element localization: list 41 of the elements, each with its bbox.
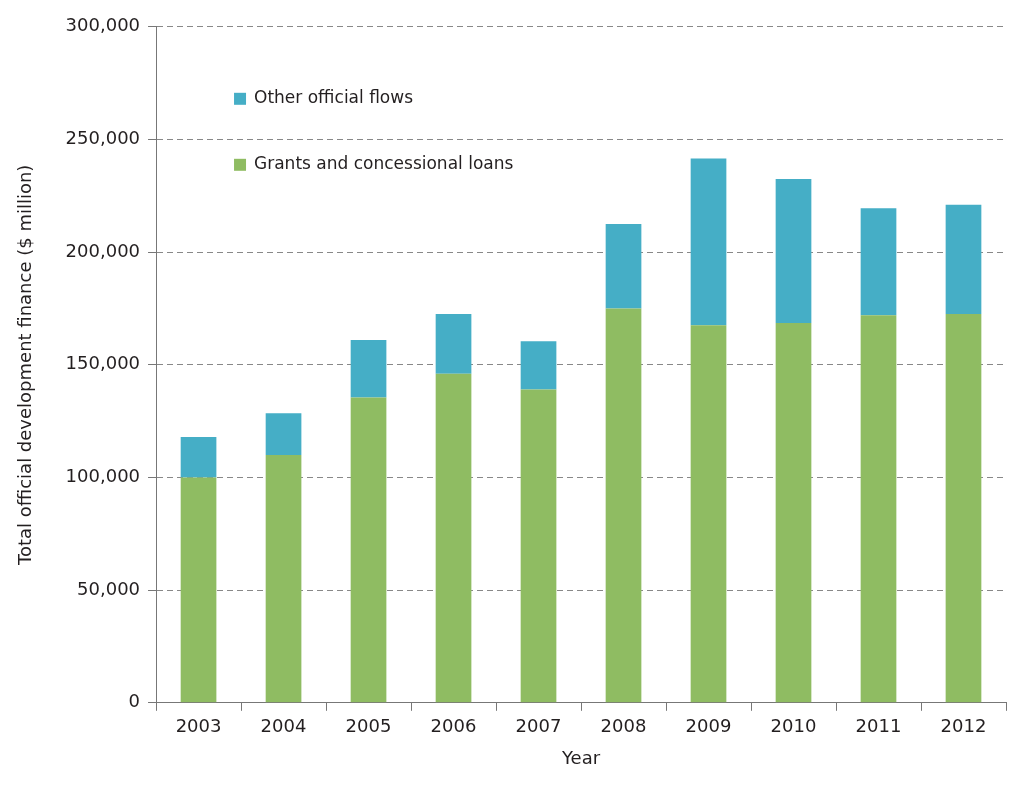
bar: [605, 223, 642, 309]
bar: [690, 158, 727, 326]
bar: [350, 397, 387, 703]
x-tick-label: 2005: [345, 715, 392, 737]
x-tick-label: 2007: [515, 715, 562, 737]
bar: [265, 454, 302, 703]
y-tick-label: 300,000: [65, 14, 141, 36]
bar: [775, 178, 812, 324]
bar: [435, 314, 472, 374]
y-tick-label: 50,000: [77, 577, 141, 599]
x-tick-label: 2004: [260, 715, 307, 737]
bar: [860, 315, 897, 703]
bar: [520, 389, 557, 703]
bar: [945, 204, 982, 315]
x-tick-label: 2011: [855, 715, 902, 737]
bar: [265, 413, 302, 455]
x-tick-label: 2006: [430, 715, 477, 737]
bar: [860, 208, 897, 316]
y-axis-title: Total official development finance ($ million): [14, 164, 36, 566]
bar: [435, 373, 472, 703]
bar: [180, 477, 217, 703]
x-tick-label: 2012: [940, 715, 987, 737]
legend-label: Grants and concessional loans: [254, 153, 514, 174]
bar: [775, 323, 812, 703]
bar: [180, 436, 217, 478]
y-tick-label: 0: [128, 690, 141, 712]
legend-label: Other official flows: [254, 87, 414, 108]
bar: [520, 341, 557, 390]
y-tick-label: 200,000: [65, 239, 141, 261]
x-tick-label: 2008: [600, 715, 647, 737]
x-tick-label: 2010: [770, 715, 817, 737]
bar: [350, 340, 387, 398]
y-tick-label: 250,000: [65, 127, 141, 149]
y-tick-label: 150,000: [65, 352, 141, 374]
x-tick-label: 2009: [685, 715, 732, 737]
bar: [605, 308, 642, 703]
bar: [945, 314, 982, 703]
x-axis-title: Year: [560, 746, 601, 768]
bar: [690, 325, 727, 703]
y-tick-label: 100,000: [65, 465, 141, 487]
x-tick-label: 2003: [175, 715, 222, 737]
